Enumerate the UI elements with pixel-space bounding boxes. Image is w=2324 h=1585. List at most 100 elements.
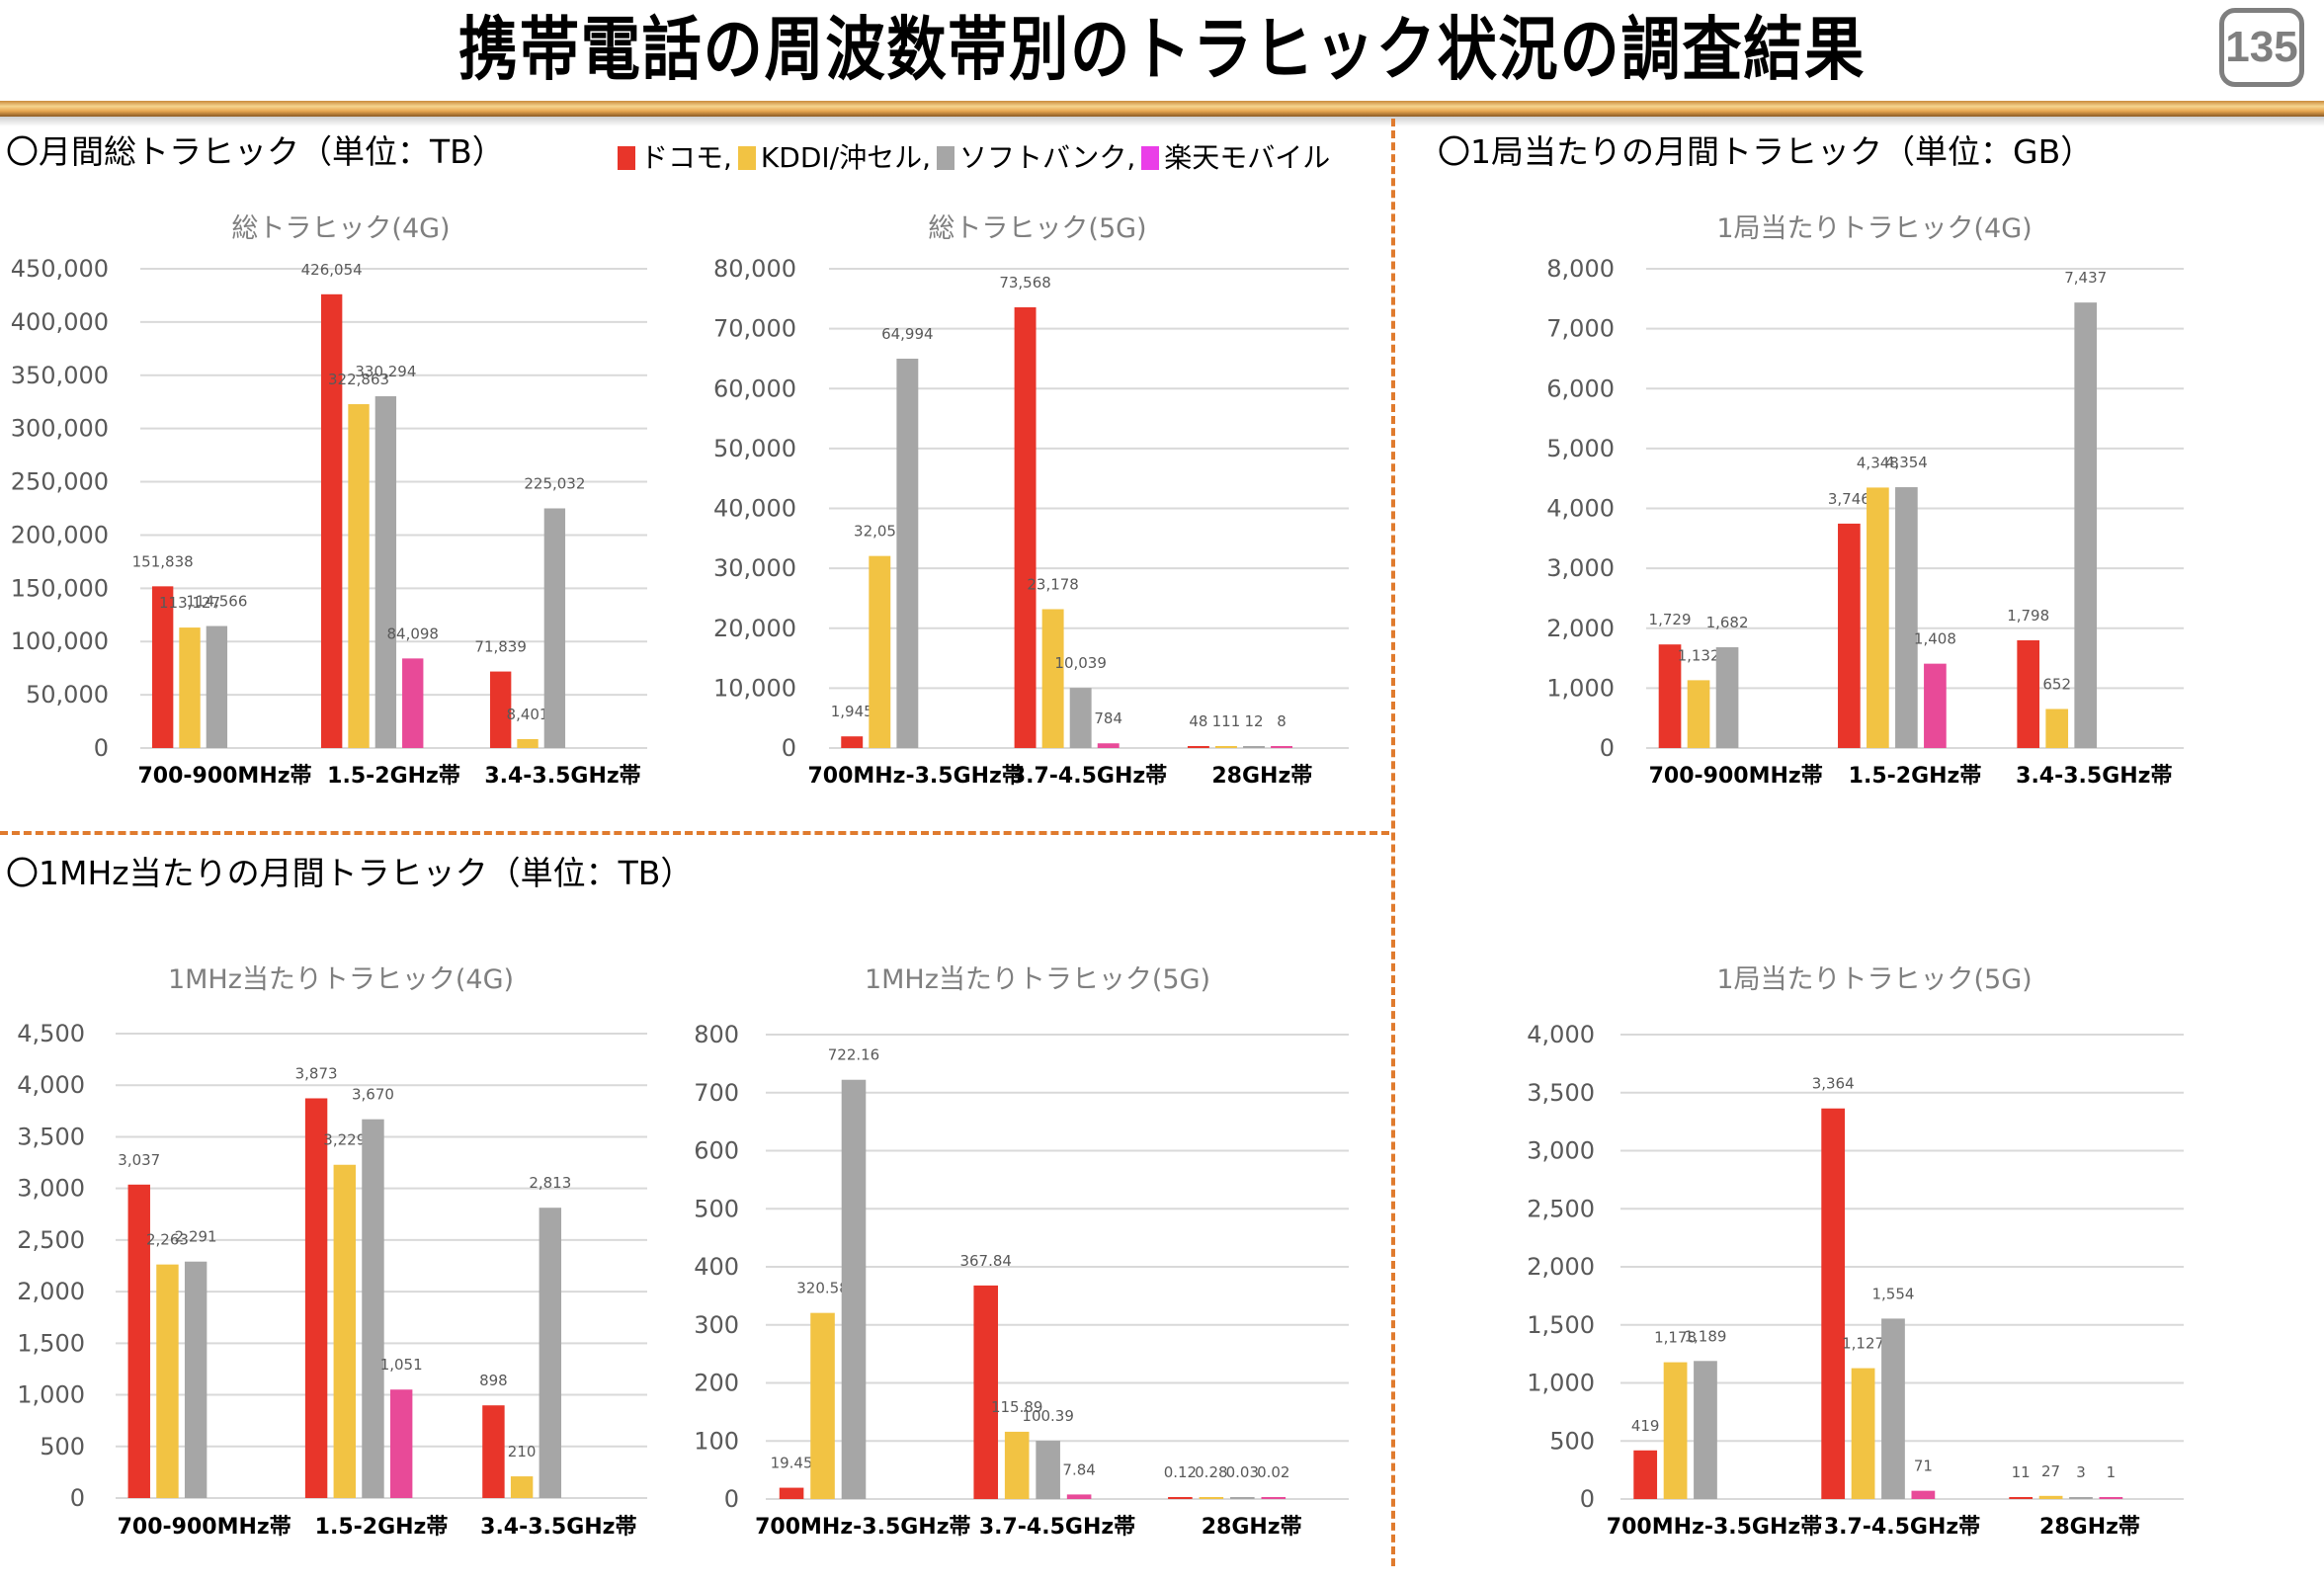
data-label-docomo: 0.12 xyxy=(1164,1463,1197,1481)
data-label-softbank: 1,189 xyxy=(1684,1327,1726,1345)
legend-item-softbank: ソフトバンク, xyxy=(936,138,1135,178)
chart-per-station-5g: 1局当たりトラヒック(5G) 0 500 1,000 1,500 2,000 2,500 3,… xyxy=(1527,964,2184,1540)
bar-kddi xyxy=(1041,609,1064,748)
data-label-rakuten: 1 xyxy=(2107,1463,2116,1481)
data-label-kddi: 652 xyxy=(2042,675,2071,693)
bar-kddi xyxy=(1867,487,1889,748)
x-tick-label: 3.4-3.5GHz帯 xyxy=(2016,763,2172,789)
y-tick-label: 0 xyxy=(724,1485,739,1513)
y-tick-label: 7,000 xyxy=(1546,315,1615,343)
x-tick-label: 3.7-4.5GHz帯 xyxy=(1824,1514,1980,1540)
bar-softbank xyxy=(1694,1361,1717,1499)
y-tick-label: 80,000 xyxy=(713,255,796,283)
data-label-softbank: 114,566 xyxy=(186,593,247,611)
data-label-kddi: 4,348 xyxy=(1857,454,1899,471)
x-tick-label: 700-900MHz帯 xyxy=(118,1514,291,1540)
legend-label-docomo: ドコモ, xyxy=(640,141,732,174)
data-label-docomo: 71,839 xyxy=(474,638,527,656)
bar-rakuten xyxy=(389,1389,413,1498)
horizontal-dashed-divider xyxy=(0,831,1389,835)
y-tick-label: 5,000 xyxy=(1546,435,1615,462)
y-tick-label: 2,000 xyxy=(17,1278,85,1305)
data-label-kddi: 320.58 xyxy=(796,1280,849,1297)
y-tick-label: 300 xyxy=(694,1311,739,1339)
x-tick-label: 1.5-2GHz帯 xyxy=(315,1514,449,1540)
y-tick-label: 100,000 xyxy=(11,627,109,655)
x-tick-label: 700-900MHz帯 xyxy=(1649,763,1823,789)
bar-docomo xyxy=(1014,306,1037,748)
y-tick-label: 100 xyxy=(694,1427,739,1455)
bar-docomo xyxy=(151,586,174,748)
bar-docomo xyxy=(1168,1497,1193,1499)
bar-docomo xyxy=(1838,523,1861,748)
y-tick-label: 300,000 xyxy=(11,415,109,443)
bar-rakuten xyxy=(2099,1497,2123,1499)
chart-per-mhz-4g: 1MHz当たりトラヒック(4G) 0 500 1,000 1,500 2,000 2,500… xyxy=(17,964,647,1540)
y-tick-label: 0 xyxy=(1580,1485,1595,1513)
y-tick-label: 2,500 xyxy=(1527,1195,1595,1222)
y-tick-label: 150,000 xyxy=(11,574,109,602)
bar-kddi xyxy=(517,738,539,748)
data-label-rakuten: 7.84 xyxy=(1062,1460,1095,1478)
y-tick-label: 700 xyxy=(694,1079,739,1107)
chart-per-mhz-5g: 1MHz当たりトラヒック(5G) 0 100 200 300 400 500 600 700 80… xyxy=(694,964,1349,1540)
y-tick-label: 250,000 xyxy=(11,468,109,496)
bar-docomo xyxy=(320,293,343,748)
data-label-softbank: 2,291 xyxy=(175,1228,217,1246)
bar-kddi xyxy=(1004,1431,1030,1499)
y-tick-label: 20,000 xyxy=(713,615,796,642)
data-label-softbank: 100.39 xyxy=(1022,1407,1074,1425)
x-tick-label: 3.7-4.5GHz帯 xyxy=(1011,763,1167,789)
bar-softbank xyxy=(206,626,228,748)
y-tick-label: 1,500 xyxy=(17,1329,85,1357)
y-tick-label: 450,000 xyxy=(11,255,109,283)
data-label-docomo: 1,945 xyxy=(831,703,873,720)
x-tick-label: 3.7-4.5GHz帯 xyxy=(979,1514,1135,1540)
bar-kddi xyxy=(869,555,891,748)
y-tick-label: 40,000 xyxy=(713,495,796,523)
chart-title: 1局当たりトラヒック(5G) xyxy=(1716,964,2032,995)
y-tick-label: 400,000 xyxy=(11,308,109,336)
data-label-softbank: 4,354 xyxy=(1885,454,1928,471)
data-label-kddi: 113,127 xyxy=(159,594,220,612)
y-tick-label: 2,000 xyxy=(1527,1253,1595,1281)
bar-softbank xyxy=(1715,647,1739,748)
y-tick-label: 2,500 xyxy=(17,1226,85,1254)
bar-softbank xyxy=(2069,1497,2093,1499)
bar-softbank xyxy=(184,1261,208,1498)
data-label-docomo: 1,798 xyxy=(2007,607,2049,625)
x-tick-label: 3.4-3.5GHz帯 xyxy=(484,763,640,789)
data-label-kddi: 0.28 xyxy=(1195,1463,1227,1481)
data-label-docomo: 73,568 xyxy=(999,274,1051,292)
bar-docomo xyxy=(779,1487,804,1499)
x-tick-label: 1.5-2GHz帯 xyxy=(1849,763,1982,789)
data-label-docomo: 367.84 xyxy=(959,1252,1012,1270)
data-label-kddi: 8,401 xyxy=(507,706,549,723)
data-label-docomo: 898 xyxy=(479,1372,508,1389)
data-label-docomo: 48 xyxy=(1189,712,1207,730)
y-tick-label: 4,000 xyxy=(1546,495,1615,523)
bar-softbank xyxy=(539,1208,562,1498)
bar-softbank xyxy=(1243,746,1265,748)
data-label-docomo: 11 xyxy=(2012,1463,2031,1481)
data-label-rakuten: 0.02 xyxy=(1257,1463,1289,1481)
data-label-kddi: 32,058 xyxy=(854,523,906,541)
bar-kddi xyxy=(1851,1368,1875,1499)
y-tick-label: 1,000 xyxy=(17,1381,85,1409)
y-tick-label: 0 xyxy=(70,1484,85,1512)
data-label-softbank: 722.16 xyxy=(828,1046,880,1064)
header-bar-shadow xyxy=(0,117,2324,126)
y-tick-label: 1,000 xyxy=(1527,1370,1595,1397)
y-tick-label: 1,500 xyxy=(1527,1311,1595,1339)
y-tick-label: 3,000 xyxy=(1546,554,1615,582)
data-label-softbank: 225,032 xyxy=(524,474,585,492)
y-tick-label: 500 xyxy=(694,1195,739,1222)
data-label-docomo: 1,729 xyxy=(1649,611,1692,628)
y-tick-label: 0 xyxy=(1600,734,1615,762)
bar-kddi xyxy=(810,1312,835,1499)
x-tick-label: 28GHz帯 xyxy=(1202,1514,1302,1540)
legend-swatch-docomo xyxy=(618,146,635,170)
legend-item-docomo: ドコモ, xyxy=(618,138,732,178)
data-label-rakuten: 1,051 xyxy=(380,1356,423,1374)
data-label-docomo: 19.45 xyxy=(771,1455,813,1472)
